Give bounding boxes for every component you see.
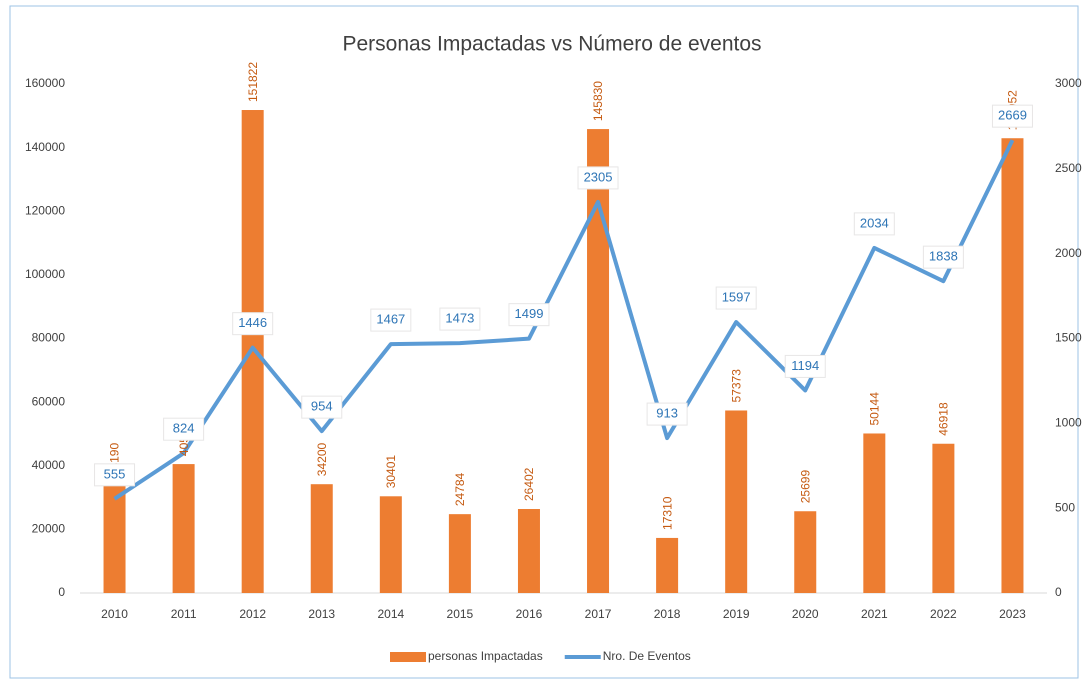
legend-label: personas Impactadas	[428, 649, 543, 663]
bar	[241, 110, 264, 593]
x-tick-label: 2022	[930, 607, 957, 621]
line-label-box	[991, 104, 1033, 128]
line-label-box	[232, 312, 274, 336]
line-label-box	[922, 245, 964, 269]
line-label-box	[577, 166, 619, 190]
x-tick-label: 2012	[239, 607, 266, 621]
x-tick-label: 2011	[171, 607, 197, 621]
bar-value-label: 24784	[453, 472, 467, 506]
bar	[310, 484, 333, 593]
bar-value-label: 25699	[798, 470, 812, 504]
line-value-label: 913	[656, 406, 678, 421]
x-tick-label: 2018	[654, 607, 681, 621]
x-tick-label: 2020	[792, 607, 819, 621]
x-tick-label: 2015	[447, 607, 474, 621]
line-label-box	[784, 354, 826, 378]
bar	[448, 514, 471, 593]
x-tick-label: 2023	[999, 607, 1026, 621]
line-value-label: 1499	[515, 306, 544, 321]
x-tick-label: 2013	[308, 607, 335, 621]
y-tick-label: 80000	[32, 331, 66, 345]
line-value-label: 1838	[929, 249, 958, 264]
bar-value-label: 145830	[591, 81, 605, 121]
line-label-box	[853, 212, 895, 236]
line-label-box	[163, 417, 205, 441]
bar	[932, 443, 955, 593]
x-tick-label: 2016	[516, 607, 543, 621]
y-tick-label: 120000	[25, 203, 65, 217]
bar	[794, 511, 817, 593]
bar	[656, 537, 679, 593]
bar-value-label: 151822	[246, 62, 260, 102]
line-label-box	[94, 463, 136, 487]
y2-tick-label: 3000	[1055, 76, 1082, 90]
line-value-label: 1473	[445, 311, 474, 326]
bar	[172, 464, 195, 593]
y-tick-label: 160000	[25, 76, 65, 90]
bar-value-label: 34200	[315, 443, 329, 477]
x-tick-label: 2014	[377, 607, 404, 621]
line-value-label: 824	[173, 421, 195, 436]
line-label-box	[508, 303, 550, 327]
bar-value-label: 26402	[522, 467, 536, 501]
line-label-box	[439, 307, 481, 331]
line-value-label: 1194	[791, 358, 819, 373]
bar	[517, 509, 540, 593]
y2-tick-label: 1000	[1055, 416, 1082, 430]
bar-value-label: 46918	[937, 402, 951, 436]
y-tick-label: 20000	[32, 522, 66, 536]
bar	[587, 129, 610, 593]
bar	[103, 484, 126, 593]
x-tick-label: 2017	[585, 607, 612, 621]
y2-tick-label: 1500	[1055, 331, 1082, 345]
line-label-box	[646, 402, 688, 426]
x-tick-label: 2019	[723, 607, 750, 621]
y-tick-label: 100000	[25, 267, 65, 281]
line-value-label: 555	[104, 466, 126, 481]
line-value-label: 954	[311, 399, 333, 414]
line-value-label: 2669	[998, 108, 1027, 123]
y-tick-label: 60000	[32, 394, 66, 408]
y2-tick-label: 2500	[1055, 161, 1082, 175]
y2-tick-label: 0	[1055, 585, 1062, 599]
line-value-label: 2305	[584, 169, 613, 184]
chart-frame	[9, 5, 1079, 679]
bar	[863, 433, 886, 593]
bar-value-label: 57373	[729, 369, 743, 403]
line-value-label: 1467	[376, 312, 405, 327]
y-tick-label: 0	[58, 585, 65, 599]
line-value-label: 2034	[860, 215, 889, 230]
y2-tick-label: 500	[1055, 500, 1075, 514]
line-label-box	[301, 395, 343, 419]
y2-tick-label: 2000	[1055, 246, 1082, 260]
bar	[725, 410, 748, 593]
chart-title: Personas Impactadas vs Número de eventos	[342, 33, 761, 56]
line-value-label: 1446	[238, 315, 267, 330]
bar-value-label: 17310	[660, 496, 674, 530]
y-tick-label: 40000	[32, 458, 66, 472]
line-value-label: 1597	[722, 289, 751, 304]
bar	[379, 496, 402, 593]
line	[113, 139, 1015, 501]
bar	[1001, 138, 1024, 593]
line-label-box	[715, 286, 757, 310]
bar-value-label: 30401	[384, 455, 398, 489]
legend-swatch	[390, 652, 426, 662]
x-tick-label: 2010	[101, 607, 128, 621]
legend-label: Nro. De Eventos	[603, 649, 691, 663]
y-tick-label: 140000	[25, 140, 65, 154]
x-tick-label: 2021	[861, 607, 888, 621]
bar-value-label: 50144	[867, 392, 881, 426]
line-label-box	[370, 308, 412, 332]
